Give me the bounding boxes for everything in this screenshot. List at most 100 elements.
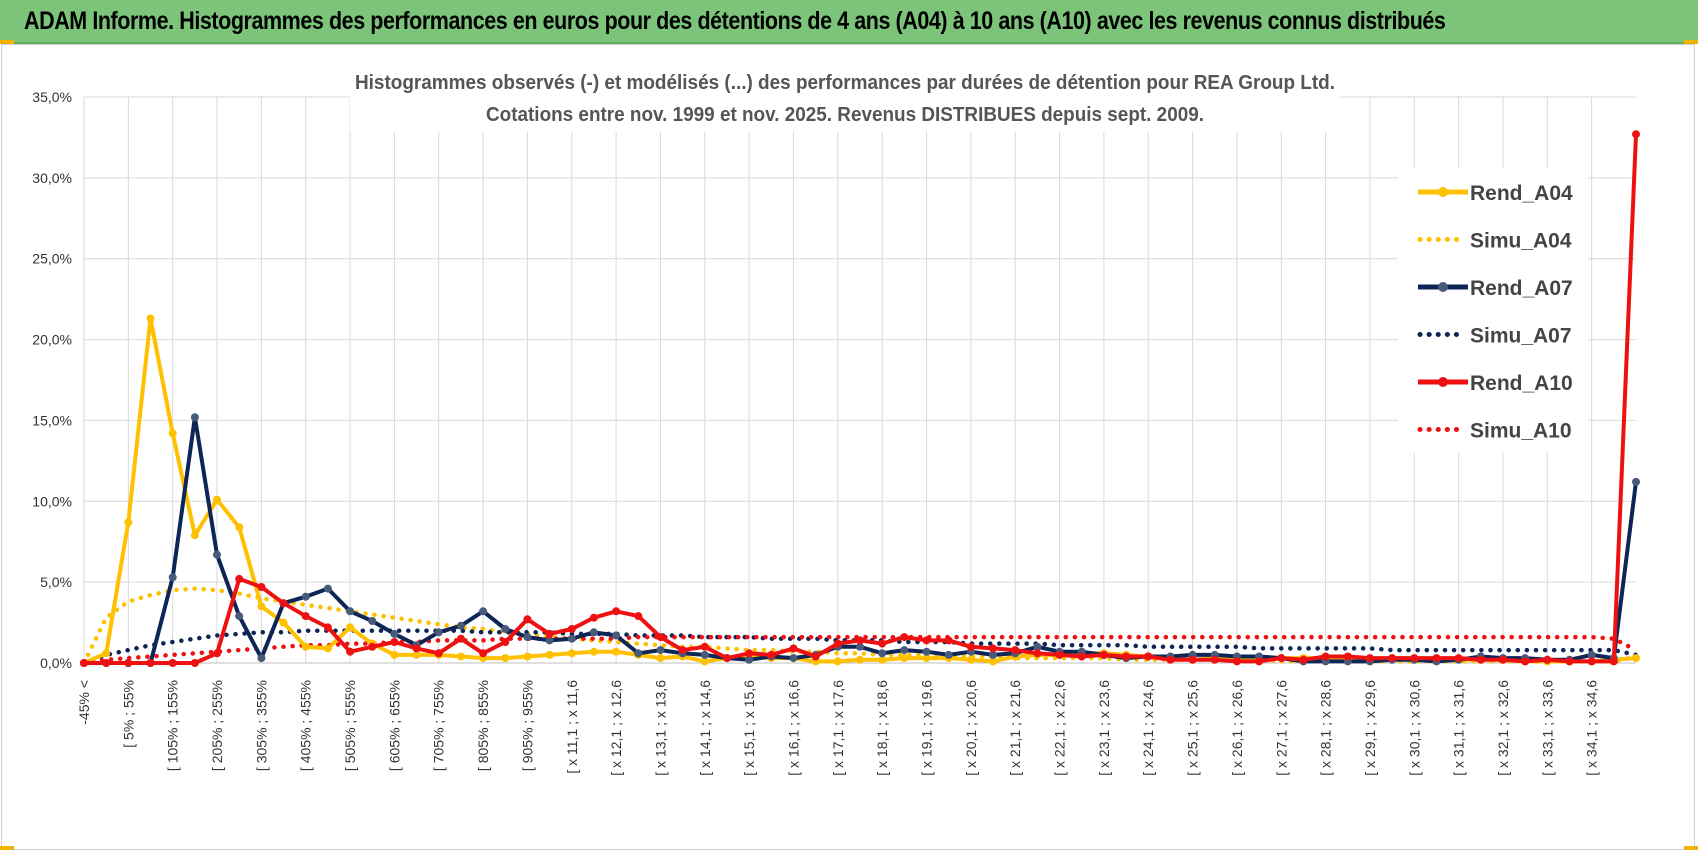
data-point xyxy=(235,523,244,532)
data-point xyxy=(213,550,221,559)
data-point xyxy=(1210,655,1219,664)
corner-mark xyxy=(0,846,14,850)
data-point xyxy=(989,644,997,653)
data-point xyxy=(878,649,887,658)
legend-marker xyxy=(1438,282,1448,292)
data-point xyxy=(878,639,887,648)
y-tick-label: 5,0% xyxy=(40,574,72,590)
data-point xyxy=(1499,655,1507,664)
y-tick-label: 20,0% xyxy=(32,332,72,348)
x-tick-label: [ x 31,1 ; x 31,6 xyxy=(1451,680,1467,776)
data-point xyxy=(301,592,310,601)
data-point xyxy=(346,607,355,616)
data-point xyxy=(323,644,332,653)
data-point xyxy=(479,607,488,616)
data-point xyxy=(346,647,355,656)
x-tick-label: [ 705% ; 755% xyxy=(431,680,447,771)
data-point xyxy=(856,636,864,645)
data-point xyxy=(213,495,221,504)
data-point xyxy=(1077,652,1086,661)
data-point xyxy=(501,625,510,633)
data-point xyxy=(944,650,953,659)
data-point xyxy=(1587,657,1596,666)
data-point xyxy=(235,612,244,621)
data-point xyxy=(1632,477,1640,486)
data-point xyxy=(1188,655,1197,664)
x-tick-label: [ 505% ; 555% xyxy=(342,680,358,771)
x-tick-label: [ x 26,1 ; x 26,6 xyxy=(1229,680,1245,776)
legend-label: Simu_A10 xyxy=(1470,420,1572,443)
banner: ADAM Informe. Histogrammes des performan… xyxy=(0,0,1698,44)
data-point xyxy=(900,633,909,642)
data-point xyxy=(479,649,488,658)
x-tick-label: [ x 21,1 ; x 21,6 xyxy=(1007,680,1023,776)
data-point xyxy=(301,642,310,651)
data-point xyxy=(213,649,221,658)
data-point xyxy=(922,654,931,663)
x-tick-label: [ x 30,1 ; x 30,6 xyxy=(1406,680,1422,776)
data-point xyxy=(1343,652,1352,661)
data-point xyxy=(767,650,776,659)
x-tick-label: [ x 23,1 ; x 23,6 xyxy=(1096,680,1112,776)
data-point xyxy=(700,642,709,651)
x-axis: -45% < [ 5% ; 55% [ 105% ; 155% [ 205% ; 25… xyxy=(76,680,1600,776)
data-point xyxy=(1388,654,1397,663)
data-point xyxy=(612,631,621,640)
corner-mark xyxy=(1684,40,1698,44)
data-point xyxy=(966,642,975,651)
data-point xyxy=(545,629,554,638)
data-point xyxy=(146,314,155,323)
data-point xyxy=(900,654,909,663)
x-tick-label: [ x 17,1 ; x 17,6 xyxy=(830,680,846,776)
legend-label: Simu_A04 xyxy=(1470,230,1572,253)
x-tick-label: [ 205% ; 255% xyxy=(209,680,225,771)
data-point xyxy=(257,654,266,663)
x-tick-label: [ x 20,1 ; x 20,6 xyxy=(963,680,979,776)
legend-item: Rend_A04 xyxy=(1418,182,1573,205)
series xyxy=(80,130,1640,667)
y-axis: 0,0% 5,0% 10,0% 15,0% 20,0% 25,0% 30,0% 35,0% xyxy=(32,89,72,671)
data-point xyxy=(700,650,709,659)
data-point xyxy=(567,649,576,658)
data-point xyxy=(811,652,820,661)
data-point xyxy=(1232,657,1241,666)
data-point xyxy=(745,649,754,658)
chart-title-block: Histogrammes observés (-) et modélisés (… xyxy=(350,64,1340,132)
x-tick-label: [ 5% ; 55% xyxy=(120,680,136,748)
data-point xyxy=(1565,657,1574,666)
data-point xyxy=(589,613,598,622)
data-point xyxy=(102,649,111,658)
data-point xyxy=(1321,652,1330,661)
data-point xyxy=(1410,654,1419,663)
series-line xyxy=(81,634,1639,666)
data-point xyxy=(1454,654,1463,663)
legend-marker xyxy=(1438,187,1448,197)
data-point xyxy=(789,654,798,663)
grid xyxy=(83,96,1636,664)
data-point xyxy=(190,413,199,422)
series-line xyxy=(81,586,1639,666)
data-point xyxy=(1609,657,1618,666)
x-tick-label: [ x 14,1 ; x 14,6 xyxy=(697,680,713,776)
data-point xyxy=(390,638,399,646)
data-point xyxy=(589,647,598,656)
y-tick-label: 25,0% xyxy=(32,251,72,267)
data-point xyxy=(833,657,842,666)
data-point xyxy=(412,644,421,653)
y-tick-label: 35,0% xyxy=(32,89,72,105)
data-point xyxy=(434,649,443,658)
corner-mark xyxy=(0,40,14,44)
data-point xyxy=(523,652,532,661)
legend-item: Simu_A04 xyxy=(1417,230,1572,253)
data-point xyxy=(1543,655,1552,664)
x-tick-label: [ x 15,1 ; x 15,6 xyxy=(741,680,757,776)
data-point xyxy=(368,617,377,625)
x-tick-label: [ 305% ; 355% xyxy=(253,680,269,771)
y-tick-label: 15,0% xyxy=(32,412,72,428)
data-point xyxy=(390,629,399,638)
data-point xyxy=(700,657,709,666)
data-point xyxy=(1587,650,1596,659)
data-point xyxy=(1632,654,1640,663)
series-simu-a04 xyxy=(81,586,1639,666)
data-point xyxy=(545,636,554,645)
